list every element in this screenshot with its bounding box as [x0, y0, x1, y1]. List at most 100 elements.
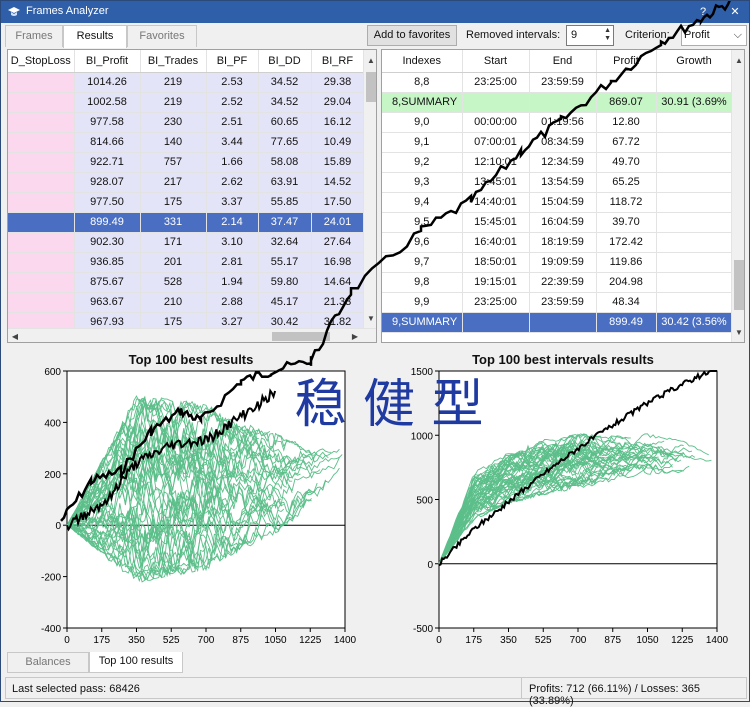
table-row[interactable]: 1014.26 219 2.53 34.52 29.38: [8, 72, 365, 93]
table-cell: 3.10: [206, 232, 259, 253]
table-row[interactable]: 922.71 757 1.66 58.08 15.89: [8, 152, 365, 173]
scrollbar-thumb[interactable]: [734, 260, 744, 310]
table-row[interactable]: 9,1 07:00:01 08:34:59 67.72: [382, 132, 733, 153]
table-cell: 963.67: [74, 292, 141, 313]
column-header[interactable]: Start: [462, 50, 530, 73]
scroll-up-icon[interactable]: ▲: [367, 56, 375, 65]
table-cell: 17.50: [311, 192, 365, 213]
table-cell: 118.72: [596, 192, 657, 213]
table-cell: 219: [140, 72, 207, 93]
table-row[interactable]: 928.07 217 2.62 63.91 14.52: [8, 172, 365, 193]
table-cell: 23:59:59: [529, 72, 597, 93]
hscrollbar-thumb[interactable]: [272, 332, 330, 341]
tab-balances[interactable]: Balances: [7, 652, 89, 673]
table-cell: 922.71: [74, 152, 141, 173]
column-header[interactable]: Profit: [596, 50, 657, 73]
table-row[interactable]: 9,4 14:40:01 15:04:59 118.72: [382, 192, 733, 213]
table-row[interactable]: 8,SUMMARY 869.07 30.91 (3.69%: [382, 92, 733, 113]
table-row[interactable]: 963.67 210 2.88 45.17 21.33: [8, 292, 365, 313]
close-icon[interactable]: ✕: [730, 6, 740, 18]
table-row[interactable]: 9,9 23:25:00 23:59:59 48.34: [382, 292, 733, 313]
column-header[interactable]: BI_RF: [311, 50, 365, 73]
x-tick-label: 175: [465, 635, 482, 646]
tab-favorites[interactable]: Favorites: [127, 25, 197, 47]
column-header[interactable]: BI_DD: [258, 50, 312, 73]
table-cell: 23:25:00: [462, 72, 530, 93]
table-row[interactable]: 1002.58 219 2.52 34.52 29.04: [8, 92, 365, 113]
scrollbar-thumb[interactable]: [366, 72, 376, 102]
scroll-down-icon[interactable]: ▼: [735, 328, 743, 337]
table-row[interactable]: 899.49 331 2.14 37.47 24.01: [8, 212, 365, 233]
tab-results[interactable]: Results: [63, 25, 127, 48]
table-cell: 18:19:59: [529, 232, 597, 253]
table-cell: 00:00:00: [462, 112, 530, 133]
removed-intervals-stepper[interactable]: 9 ▲ ▼: [566, 25, 614, 46]
tab-top-100-results[interactable]: Top 100 results: [89, 652, 183, 673]
vertical-scrollbar[interactable]: ▲ ▼: [731, 50, 744, 342]
table-row[interactable]: 9,6 16:40:01 18:19:59 172.42: [382, 232, 733, 253]
chevron-down-icon[interactable]: ⌵: [733, 29, 742, 41]
column-header[interactable]: BI_Profit: [74, 50, 141, 73]
table-row[interactable]: 9,5 15:45:01 16:04:59 39.70: [382, 212, 733, 233]
table-cell: 3.37: [206, 192, 259, 213]
table-cell: [656, 132, 733, 153]
table-cell: 2.81: [206, 252, 259, 273]
x-tick-label: 0: [436, 635, 442, 646]
criterion-select[interactable]: Profit ⌵: [681, 25, 747, 46]
table-cell: 65.25: [596, 172, 657, 193]
scroll-right-icon[interactable]: ▶: [351, 332, 359, 341]
table-row[interactable]: 9,7 18:50:01 19:09:59 119.86: [382, 252, 733, 273]
criterion-label: Criterion:: [625, 29, 670, 41]
y-tick-label: 200: [44, 470, 61, 481]
help-icon[interactable]: ?: [699, 6, 707, 18]
scroll-up-icon[interactable]: ▲: [735, 56, 743, 65]
table-row[interactable]: 977.50 175 3.37 55.85 17.50: [8, 192, 365, 213]
table-cell: 16:40:01: [462, 232, 530, 253]
column-header[interactable]: Indexes: [382, 50, 463, 73]
table-cell: 27.64: [311, 232, 365, 253]
table-row[interactable]: 814.66 140 3.44 77.65 10.49: [8, 132, 365, 153]
table-cell: 9,5: [382, 212, 463, 233]
scroll-left-icon[interactable]: ◀: [11, 332, 19, 341]
column-header[interactable]: D_StopLoss: [8, 50, 75, 73]
table-cell: 1014.26: [74, 72, 141, 93]
table-cell: [8, 192, 75, 213]
table-cell: [8, 152, 75, 173]
table-cell: 8,8: [382, 72, 463, 93]
table-row[interactable]: 902.30 171 3.10 32.64 27.64: [8, 232, 365, 253]
table-row[interactable]: 9,8 19:15:01 22:39:59 204.98: [382, 272, 733, 293]
table-cell: 48.34: [596, 292, 657, 313]
status-divider: [521, 678, 522, 698]
add-to-favorites-button[interactable]: Add to favorites: [367, 25, 457, 46]
table-cell: 77.65: [258, 132, 312, 153]
table-cell: 119.86: [596, 252, 657, 273]
table-cell: [656, 152, 733, 173]
column-header[interactable]: End: [529, 50, 597, 73]
table-cell: [656, 292, 733, 313]
stepper-arrows-icon[interactable]: ▲ ▼: [604, 27, 611, 42]
table-cell: 22:39:59: [529, 272, 597, 293]
table-row[interactable]: 875.67 528 1.94 59.80 14.64: [8, 272, 365, 293]
table-row[interactable]: 8,8 23:25:00 23:59:59: [382, 72, 733, 93]
table-row[interactable]: 9,0 00:00:00 01:19:56 12.80: [382, 112, 733, 133]
horizontal-scrollbar[interactable]: ◀ ▶: [8, 328, 376, 342]
scroll-down-icon[interactable]: ▼: [367, 314, 375, 323]
table-row[interactable]: 9,SUMMARY 899.49 30.42 (3.56%: [382, 312, 733, 333]
table-row[interactable]: 9,3 13:45:01 13:54:59 65.25: [382, 172, 733, 193]
column-header[interactable]: Growth: [656, 50, 733, 73]
table-cell: [656, 212, 733, 233]
x-tick-label: 175: [93, 635, 110, 646]
profit-loss-summary: Profits: 712 (66.11%) / Losses: 365 (33.…: [529, 683, 700, 707]
x-tick-label: 700: [198, 635, 215, 646]
table-cell: 902.30: [74, 232, 141, 253]
window-title: Frames Analyzer: [26, 5, 109, 17]
table-row[interactable]: 936.85 201 2.81 55.17 16.98: [8, 252, 365, 273]
column-header[interactable]: BI_Trades: [140, 50, 207, 73]
table-row[interactable]: 977.58 230 2.51 60.65 16.12: [8, 112, 365, 133]
table-row[interactable]: 9,2 12:10:01 12:34:59 49.70: [382, 152, 733, 173]
tab-frames[interactable]: Frames: [5, 25, 63, 47]
table-cell: [656, 112, 733, 133]
column-header[interactable]: BI_PF: [206, 50, 259, 73]
vertical-scrollbar[interactable]: ▲ ▼: [363, 50, 376, 328]
x-tick-label: 1225: [299, 635, 322, 646]
